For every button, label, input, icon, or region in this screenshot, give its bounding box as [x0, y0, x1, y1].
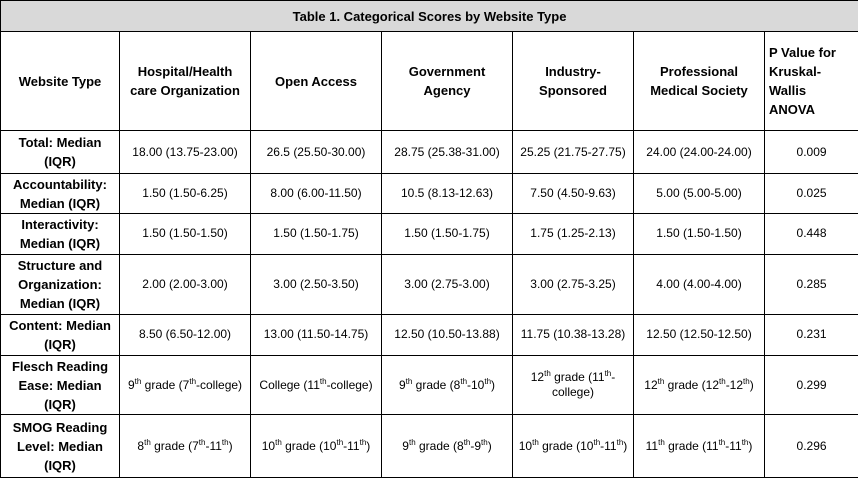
- cell-professional: 5.00 (5.00-5.00): [633, 172, 765, 215]
- row-label: Content: Median (IQR): [0, 314, 120, 356]
- cell-open-access: 3.00 (2.50-3.50): [250, 253, 382, 316]
- row-label: Total: Median (IQR): [0, 130, 120, 174]
- cell-p-value: 0.009: [763, 130, 858, 174]
- header-government: Government Agency: [381, 31, 513, 132]
- cell-professional: 1.50 (1.50-1.50): [633, 213, 765, 255]
- row-label: SMOG Reading Level: Median (IQR): [0, 414, 120, 478]
- header-professional: Professional Medical Society: [633, 31, 765, 132]
- cell-hospital: 1.50 (1.50-1.50): [119, 213, 251, 255]
- cell-industry: 12th grade (11th-college): [512, 354, 634, 416]
- header-p-value: P Value for Kruskal-Wallis ANOVA: [763, 31, 858, 132]
- cell-industry: 1.75 (1.25-2.13): [512, 213, 634, 255]
- cell-hospital: 1.50 (1.50-6.25): [119, 172, 251, 215]
- cell-hospital: 18.00 (13.75-23.00): [119, 130, 251, 174]
- cell-hospital: 2.00 (2.00-3.00): [119, 253, 251, 316]
- table-row: Content: Median (IQR) 8.50 (6.50-12.00) …: [0, 314, 858, 356]
- table-row: SMOG Reading Level: Median (IQR) 8th gra…: [0, 414, 858, 478]
- cell-professional: 4.00 (4.00-4.00): [633, 253, 765, 316]
- cell-open-access: 8.00 (6.00-11.50): [250, 172, 382, 215]
- table-row: Total: Median (IQR) 18.00 (13.75-23.00) …: [0, 130, 858, 174]
- table-row: Flesch Reading Ease: Median (IQR) 9th gr…: [0, 354, 858, 416]
- header-website-type: Website Type: [0, 31, 120, 132]
- cell-p-value: 0.025: [763, 172, 858, 215]
- cell-government: 9th grade (8th-10th): [381, 354, 513, 416]
- cell-p-value: 0.448: [763, 213, 858, 255]
- cell-industry: 10th grade (10th-11th): [512, 414, 634, 478]
- cell-open-access: 13.00 (11.50-14.75): [250, 314, 382, 356]
- cell-hospital: 8th grade (7th-11th): [119, 414, 251, 478]
- table-row: Interactivity: Median (IQR) 1.50 (1.50-1…: [0, 213, 858, 255]
- table-row: Accountability: Median (IQR) 1.50 (1.50-…: [0, 172, 858, 215]
- cell-p-value: 0.299: [763, 354, 858, 416]
- cell-professional: 12th grade (12th-12th): [633, 354, 765, 416]
- cell-government: 28.75 (25.38-31.00): [381, 130, 513, 174]
- cell-professional: 11th grade (11th-11th): [633, 414, 765, 478]
- cell-industry: 11.75 (10.38-13.28): [512, 314, 634, 356]
- header-hospital: Hospital/Health care Organization: [119, 31, 251, 132]
- row-label: Flesch Reading Ease: Median (IQR): [0, 354, 120, 416]
- cell-open-access: College (11th-college): [250, 354, 382, 416]
- table-title: Table 1. Categorical Scores by Website T…: [0, 0, 858, 33]
- cell-professional: 12.50 (12.50-12.50): [633, 314, 765, 356]
- header-industry: Industry-Sponsored: [512, 31, 634, 132]
- header-open-access: Open Access: [250, 31, 382, 132]
- cell-industry: 25.25 (21.75-27.75): [512, 130, 634, 174]
- row-label: Structure and Organization: Median (IQR): [0, 253, 120, 316]
- cell-open-access: 26.5 (25.50-30.00): [250, 130, 382, 174]
- cell-professional: 24.00 (24.00-24.00): [633, 130, 765, 174]
- cell-open-access: 10th grade (10th-11th): [250, 414, 382, 478]
- cell-government: 12.50 (10.50-13.88): [381, 314, 513, 356]
- cell-hospital: 8.50 (6.50-12.00): [119, 314, 251, 356]
- cell-hospital: 9th grade (7th-college): [119, 354, 251, 416]
- cell-industry: 7.50 (4.50-9.63): [512, 172, 634, 215]
- cell-open-access: 1.50 (1.50-1.75): [250, 213, 382, 255]
- row-label: Interactivity: Median (IQR): [0, 213, 120, 255]
- cell-industry: 3.00 (2.75-3.25): [512, 253, 634, 316]
- cell-government: 9th grade (8th-9th): [381, 414, 513, 478]
- cell-government: 10.5 (8.13-12.63): [381, 172, 513, 215]
- cell-government: 3.00 (2.75-3.00): [381, 253, 513, 316]
- cell-government: 1.50 (1.50-1.75): [381, 213, 513, 255]
- table-row: Structure and Organization: Median (IQR)…: [0, 253, 858, 316]
- row-label: Accountability: Median (IQR): [0, 172, 120, 215]
- cell-p-value: 0.296: [763, 414, 858, 478]
- cell-p-value: 0.285: [763, 253, 858, 316]
- cell-p-value: 0.231: [763, 314, 858, 356]
